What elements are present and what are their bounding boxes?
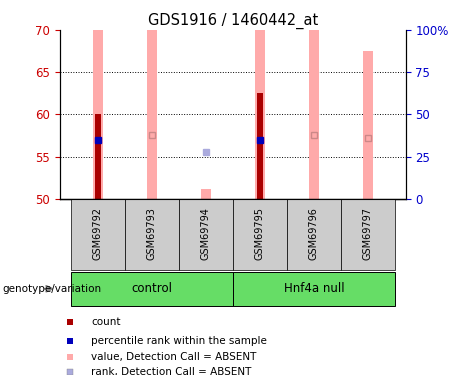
Bar [363, 51, 373, 199]
Bar [341, 199, 395, 270]
Text: percentile rank within the sample: percentile rank within the sample [91, 336, 267, 346]
Text: control: control [131, 282, 172, 295]
Bar [125, 199, 179, 270]
Text: genotype/variation: genotype/variation [2, 284, 101, 294]
Text: GSM69797: GSM69797 [363, 207, 373, 260]
Text: GSM69794: GSM69794 [201, 207, 211, 260]
Bar [95, 114, 101, 199]
Text: Hnf4a null: Hnf4a null [284, 282, 344, 295]
Title: GDS1916 / 1460442_at: GDS1916 / 1460442_at [148, 12, 318, 28]
Bar [71, 272, 233, 306]
Bar [179, 199, 233, 270]
Text: GSM69792: GSM69792 [93, 207, 103, 260]
Bar [233, 199, 287, 270]
Text: GSM69796: GSM69796 [309, 207, 319, 260]
Bar [147, 30, 157, 199]
Bar [309, 30, 319, 199]
Bar [233, 272, 395, 306]
Text: value, Detection Call = ABSENT: value, Detection Call = ABSENT [91, 352, 256, 362]
Bar [257, 93, 263, 199]
Text: GSM69795: GSM69795 [255, 207, 265, 260]
Text: rank, Detection Call = ABSENT: rank, Detection Call = ABSENT [91, 367, 251, 375]
Text: count: count [91, 317, 120, 327]
Bar [93, 30, 103, 199]
Bar [287, 199, 341, 270]
Bar [71, 199, 125, 270]
Bar [255, 30, 265, 199]
Bar [201, 189, 211, 199]
Text: GSM69793: GSM69793 [147, 207, 157, 260]
